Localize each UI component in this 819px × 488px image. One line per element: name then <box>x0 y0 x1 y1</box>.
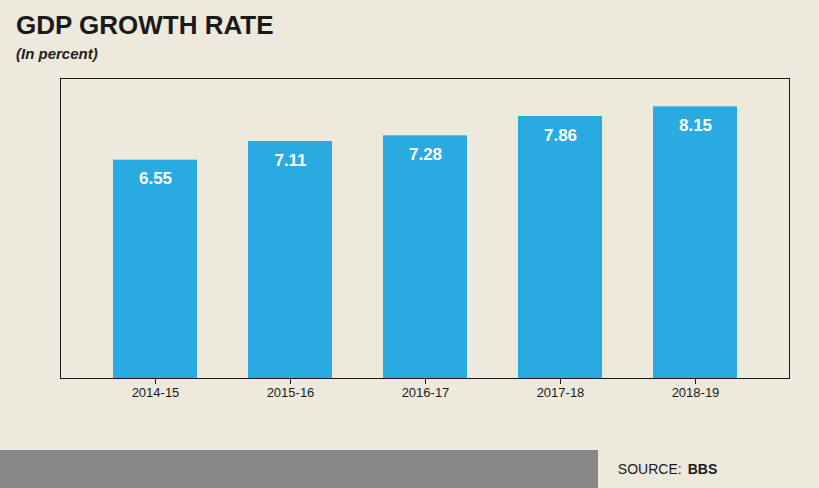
html-text:GDP GROWTH RATE: GDP GROWTH RATE <box>16 10 274 40</box>
svg-text:6.55: 6.55 <box>139 169 172 188</box>
svg-text:2018-19: 2018-19 <box>672 385 720 400</box>
svg-text:7.86: 7.86 <box>544 126 577 145</box>
html-text:SOURCE: BBS: SOURCE: BBS <box>617 461 718 477</box>
svg-text:2015-16: 2015-16 <box>267 385 315 400</box>
svg-text:2014-15: 2014-15 <box>132 385 180 400</box>
svg-text:8.15: 8.15 <box>679 116 712 135</box>
svg-text:7.28: 7.28 <box>409 145 442 164</box>
html-text:(In percent): (In percent) <box>16 45 98 62</box>
svg-text:2016-17: 2016-17 <box>402 385 450 400</box>
svg-text:2017-18: 2017-18 <box>537 385 585 400</box>
svg-text:7.11: 7.11 <box>274 151 306 170</box>
